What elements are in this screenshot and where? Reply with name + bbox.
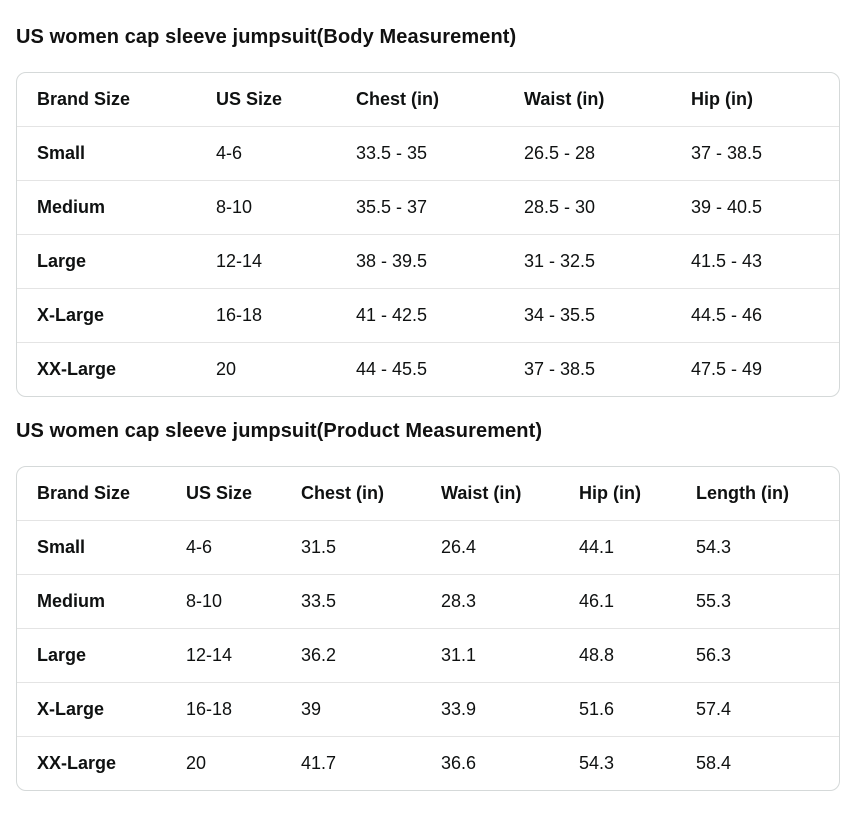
table-cell: Large: [17, 628, 166, 683]
table-cell: 47.5 - 49: [671, 342, 839, 396]
table-cell: 33.5: [281, 574, 421, 629]
table-cell: 20: [166, 736, 281, 790]
table-cell: Small: [37, 537, 86, 557]
table-row: X-Large 16-18 39 33.9 51.6 57.4: [17, 682, 839, 737]
table-cell: 28.3: [421, 574, 559, 629]
table-cell: 4-6: [216, 143, 243, 163]
table-row: Large 12-14 36.2 31.1 48.8 56.3: [17, 628, 839, 683]
table-cell: 36.6: [421, 736, 559, 790]
header-cell: Brand Size: [17, 467, 166, 521]
table-row: Medium 8-10 35.5 - 37 28.5 - 30 39 - 40.5: [17, 180, 839, 235]
header-cell: Waist (in): [421, 467, 559, 521]
table-row: Medium 8-10 33.5 28.3 46.1 55.3: [17, 574, 839, 629]
table-cell: 28.5 - 30: [504, 180, 671, 235]
table-cell: 41.7: [281, 736, 421, 790]
product-measurement-table-card: Brand Size US Size Chest (in) Waist (in) Hip…: [16, 466, 840, 791]
header-cell: Chest (in): [336, 73, 504, 127]
table-cell: 55.3: [676, 574, 839, 629]
header-cell: Hip (in): [559, 467, 676, 521]
table-cell: 31 - 32.5: [504, 234, 671, 289]
table-cell: 12-14: [166, 628, 281, 683]
table-cell: XX-Large: [17, 736, 166, 790]
table-cell: 8-10: [166, 574, 281, 629]
header-cell: Length (in): [676, 467, 839, 521]
table-row: Small 4-6 33.5 - 35 26.5 - 28 37 - 38.5: [17, 127, 839, 181]
table-cell: 41 - 42.5: [336, 288, 504, 343]
table-cell: 57.4: [676, 682, 839, 737]
table-cell: 46.1: [559, 574, 676, 629]
table-cell: 26.4: [441, 537, 477, 557]
table-cell: 33.5 - 35: [356, 143, 428, 163]
table-cell: 38 - 39.5: [336, 234, 504, 289]
table-row: X-Large 16-18 41 - 42.5 34 - 35.5 44.5 - 46: [17, 288, 839, 343]
body-measurement-table-card: Brand Size US Size Chest (in) Waist (in) Hip…: [16, 72, 840, 397]
table-cell: 20: [196, 342, 336, 396]
header-cell: US Size: [166, 467, 281, 521]
table-cell: 39: [281, 682, 421, 737]
table-row: Small 4-6 31.5 26.4 44.1 54.3: [17, 521, 839, 575]
table-cell: 33.9: [421, 682, 559, 737]
table-row: XX-Large 20 41.7 36.6 54.3 58.4: [17, 736, 839, 790]
header-cell: Brand Size: [17, 73, 196, 127]
body-measurement-section: US women cap sleeve jumpsuit(Body Measur…: [16, 26, 840, 397]
table-cell: 8-10: [196, 180, 336, 235]
table-cell: X-Large: [17, 682, 166, 737]
table-cell: 39 - 40.5: [671, 180, 839, 235]
table-cell: X-Large: [17, 288, 196, 343]
table-cell: 37 - 38.5: [691, 143, 763, 163]
table-cell: 26.5 - 28: [524, 143, 596, 163]
table-cell: 48.8: [559, 628, 676, 683]
table-cell: 54.3: [696, 537, 732, 557]
table-cell: 31.5: [301, 537, 337, 557]
table-cell: 16-18: [196, 288, 336, 343]
table-cell: 36.2: [281, 628, 421, 683]
header-cell: Chest (in): [281, 467, 421, 521]
table-cell: Medium: [17, 180, 196, 235]
header-cell: Waist (in): [504, 73, 671, 127]
table-cell: 37 - 38.5: [504, 342, 671, 396]
table-cell: 12-14: [196, 234, 336, 289]
table-cell: 56.3: [676, 628, 839, 683]
product-measurement-title: US women cap sleeve jumpsuit(Product Mea…: [16, 420, 543, 442]
table-cell: 44.1: [579, 537, 615, 557]
body-measurement-title: US women cap sleeve jumpsuit(Body Measur…: [16, 26, 517, 48]
product-measurement-table: Brand Size US Size Chest (in) Waist (in) Hip…: [17, 467, 839, 790]
table-row: Large 12-14 38 - 39.5 31 - 32.5 41.5 - 43: [17, 234, 839, 289]
table-cell: 41.5 - 43: [671, 234, 839, 289]
table-cell: 16-18: [166, 682, 281, 737]
table-cell: 58.4: [676, 736, 839, 790]
table-cell: XX-Large: [17, 342, 196, 396]
table-cell: 44.5 - 46: [671, 288, 839, 343]
table-cell: 51.6: [559, 682, 676, 737]
table-cell: Small: [37, 143, 86, 163]
table-cell: Medium: [17, 574, 166, 629]
table-cell: 31.1: [421, 628, 559, 683]
table-cell: Large: [17, 234, 196, 289]
table-cell: 34 - 35.5: [504, 288, 671, 343]
header-cell: Hip (in): [671, 73, 839, 127]
table-cell: 4-6: [186, 537, 213, 557]
table-cell: 54.3: [559, 736, 676, 790]
product-measurement-section: US women cap sleeve jumpsuit(Product Mea…: [16, 420, 840, 791]
table-cell: 35.5 - 37: [336, 180, 504, 235]
table-cell: 44 - 45.5: [336, 342, 504, 396]
header-cell: US Size: [196, 73, 336, 127]
table-row: XX-Large 20 44 - 45.5 37 - 38.5 47.5 - 49: [17, 342, 839, 396]
body-measurement-table: Brand Size US Size Chest (in) Waist (in) Hip…: [17, 73, 839, 396]
header-row: Brand Size US Size Chest (in) Waist (in) Hip…: [17, 467, 839, 521]
header-row: Brand Size US Size Chest (in) Waist (in) Hip…: [17, 73, 839, 127]
